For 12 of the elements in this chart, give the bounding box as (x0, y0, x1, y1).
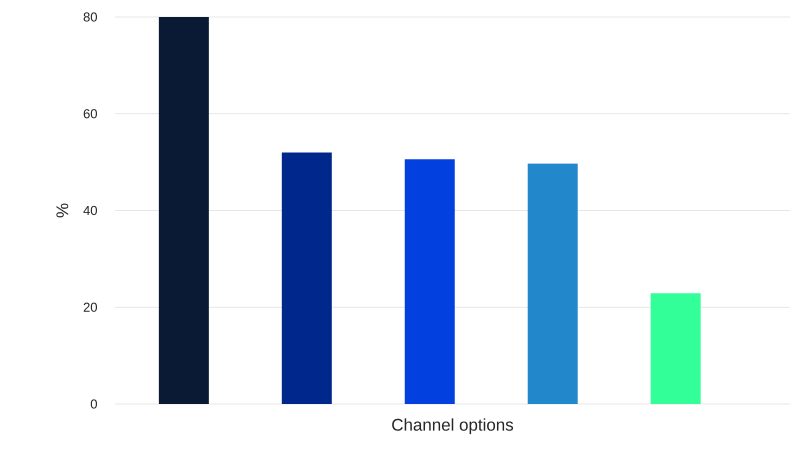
bar (650, 293, 701, 404)
y-tick-label: 20 (84, 302, 97, 312)
bar (158, 16, 209, 404)
x-axis-title: Channel options (392, 418, 514, 434)
bar (404, 159, 455, 404)
bar (528, 164, 578, 404)
y-axis-title: % (56, 204, 68, 218)
y-tick-label: 60 (84, 109, 97, 118)
bar (282, 152, 332, 404)
y-tick-label: 80 (84, 12, 97, 22)
y-tick-label: 40 (83, 206, 97, 216)
y-tick-label: 0 (90, 399, 97, 409)
